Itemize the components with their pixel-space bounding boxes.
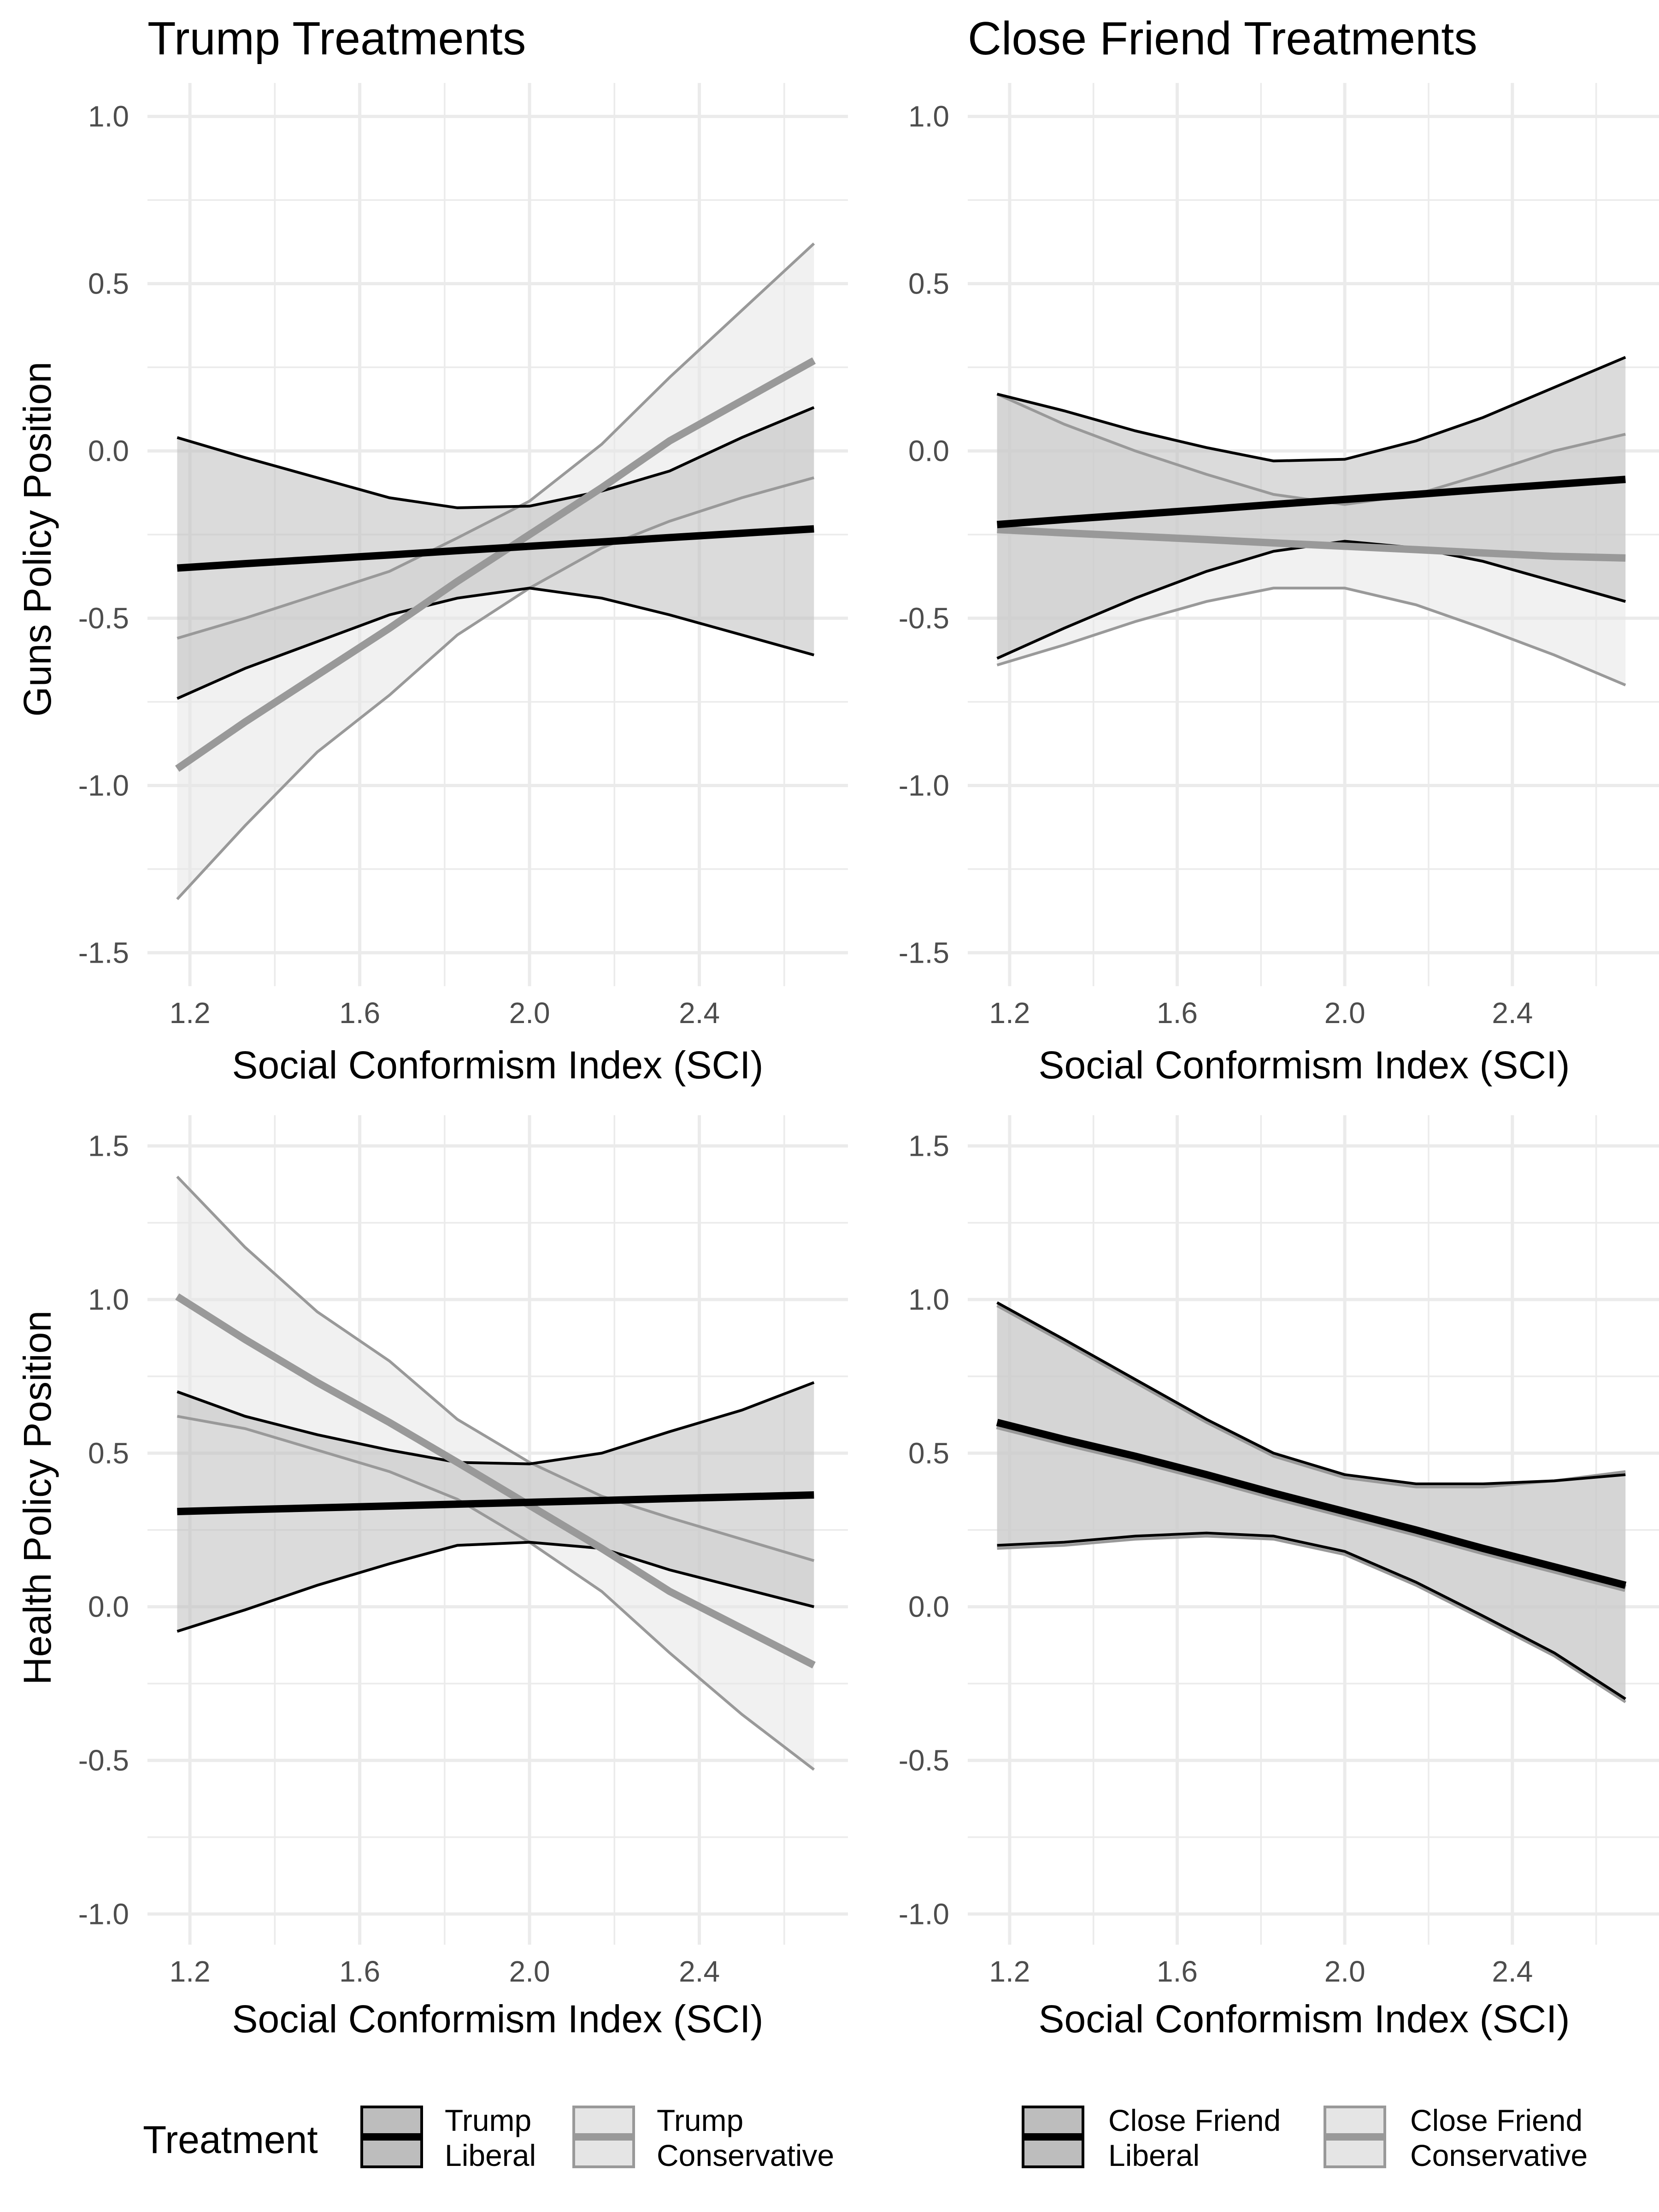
y-axis-label-guns: Guns Policy Position — [16, 362, 59, 717]
y-tick-label: 0.0 — [88, 435, 129, 468]
legend-close-friend: Close Friend Liberal Close Friend Conser… — [1022, 2103, 1588, 2172]
y-tick-label: 0.0 — [908, 1590, 949, 1624]
panel-friend-guns: 1.0 0.5 0.0 -0.5 -1.0 -1.5 1.2 1.6 2.0 2.4 — [899, 83, 1659, 1030]
series-line-trump-health-liberal — [177, 1491, 814, 1515]
x-tick-label: 2.0 — [509, 996, 550, 1030]
x-tick-label: 2.0 — [509, 1955, 550, 1988]
x-axis-label-health-trump: Social Conformism Index (SCI) — [232, 1997, 764, 2041]
legend-key-trump-liberal — [360, 2106, 423, 2168]
y-tick-label: -0.5 — [78, 1744, 129, 1777]
panel-trump-guns: 1.0 0.5 0.0 -0.5 -1.0 -1.5 1.2 1.6 2.0 2.4 — [78, 83, 848, 1030]
y-tick-label: -1.5 — [899, 936, 949, 969]
y-tick-label: 0.0 — [88, 1590, 129, 1624]
ribbon-trump-health-liberal — [177, 1382, 814, 1631]
y-tick-label: 1.5 — [88, 1130, 129, 1163]
x-tick-label: 1.6 — [1157, 996, 1198, 1030]
series-line-trump-health-conservative — [175, 1293, 816, 1669]
ci-upper-trump-guns-liberal — [176, 406, 815, 509]
ci-lower-friend-guns-conservative — [996, 587, 1626, 687]
y-tick-label: 0.5 — [908, 1436, 949, 1470]
x-axis-label-health-friend: Social Conformism Index (SCI) — [1039, 1997, 1570, 2041]
legend-key-friend-conservative — [1324, 2106, 1386, 2168]
y-tick-label: -1.5 — [78, 936, 129, 969]
y-tick-label: 1.0 — [908, 1283, 949, 1316]
ci-upper-friend-guns-liberal — [996, 356, 1626, 463]
y-tick-label: 1.5 — [908, 1130, 949, 1163]
legend-label-friend-conservative-line1: Close Friend — [1410, 2103, 1583, 2137]
x-tick-label: 1.6 — [339, 1955, 380, 1988]
x-axis-label-guns-friend: Social Conformism Index (SCI) — [1039, 1043, 1570, 1087]
y-tick-label: -1.0 — [78, 769, 129, 802]
x-tick-label: 1.6 — [1157, 1955, 1198, 1988]
panel-trump-health: 1.5 1.0 0.5 0.0 -0.5 -1.0 1.2 1.6 2.0 2.4 — [78, 1115, 848, 1988]
ci-lower-friend-health-conservative — [997, 1535, 1626, 1703]
ci-upper-trump-guns-conservative — [176, 242, 815, 640]
y-tick-label: -1.0 — [899, 1897, 949, 1930]
title-trump-treatments: Trump Treatments — [147, 13, 526, 65]
legend-key-friend-liberal — [1022, 2106, 1084, 2168]
legend-label-friend-liberal-line1: Close Friend — [1108, 2103, 1281, 2137]
panel-friend-health: 1.5 1.0 0.5 0.0 -0.5 -1.0 1.2 1.6 2.0 2.4 — [899, 1115, 1659, 1988]
y-tick-label: 0.5 — [908, 267, 949, 300]
y-tick-label: 0.5 — [88, 1436, 129, 1470]
y-tick-label: -0.5 — [899, 1744, 949, 1777]
x-tick-label: 2.4 — [1492, 996, 1533, 1030]
series-line-friend-guns-conservative — [997, 526, 1626, 562]
ribbon-friend-guns-liberal — [997, 357, 1626, 659]
ci-lower-friend-health-liberal — [997, 1531, 1626, 1700]
legend-label-friend-conservative-line2: Conservative — [1410, 2138, 1588, 2172]
series-line-trump-guns-liberal — [176, 525, 814, 572]
y-tick-label: -0.5 — [78, 601, 129, 635]
ci-upper-friend-health-conservative — [996, 1304, 1626, 1488]
x-tick-label: 1.2 — [170, 996, 211, 1030]
ci-upper-friend-health-liberal — [996, 1301, 1626, 1485]
legend-label-trump-liberal-line2: Liberal — [445, 2138, 536, 2172]
y-tick-label: 1.0 — [908, 100, 949, 133]
x-axis-label-guns-trump: Social Conformism Index (SCI) — [232, 1043, 764, 1087]
legend-label-friend-liberal-line2: Liberal — [1108, 2138, 1200, 2172]
series-line-friend-health-liberal — [996, 1418, 1627, 1589]
ci-upper-trump-health-conservative — [176, 1176, 815, 1562]
title-close-friend-treatments: Close Friend Treatments — [968, 13, 1477, 65]
legend-label-trump-conservative-line1: Trump — [657, 2103, 743, 2137]
x-tick-label: 2.0 — [1324, 996, 1365, 1030]
y-tick-label: -1.0 — [78, 1897, 129, 1930]
y-tick-label: 1.0 — [88, 100, 129, 133]
x-tick-label: 2.4 — [679, 996, 720, 1030]
ci-lower-trump-health-conservative — [176, 1415, 815, 1771]
y-tick-label: 1.0 — [88, 1283, 129, 1316]
legend-label-trump-conservative-line2: Conservative — [657, 2138, 834, 2172]
legend-trump: Treatment Trump Liberal Trump Conservati… — [143, 2103, 834, 2172]
y-tick-label: 0.5 — [88, 267, 129, 300]
ci-upper-trump-health-liberal — [176, 1381, 815, 1465]
legend-key-trump-conservative — [572, 2106, 635, 2168]
ci-lower-trump-guns-conservative — [176, 476, 815, 900]
y-tick-label: -0.5 — [899, 601, 949, 635]
x-tick-label: 1.6 — [339, 996, 380, 1030]
legend-label-trump-liberal-line1: Trump — [445, 2103, 531, 2137]
x-tick-label: 1.2 — [170, 1955, 211, 1988]
series-line-trump-guns-conservative — [175, 357, 816, 772]
y-axis-label-health: Health Policy Position — [16, 1311, 59, 1685]
y-tick-label: -1.0 — [899, 769, 949, 802]
x-tick-label: 1.2 — [989, 1955, 1030, 1988]
legend-title: Treatment — [143, 2118, 318, 2161]
ci-lower-trump-guns-liberal — [176, 587, 815, 700]
ci-lower-trump-health-liberal — [176, 1541, 815, 1633]
series-line-friend-guns-liberal — [997, 476, 1626, 529]
y-tick-label: 0.0 — [908, 435, 949, 468]
x-tick-label: 1.2 — [989, 996, 1030, 1030]
x-tick-label: 2.4 — [679, 1955, 720, 1988]
x-tick-label: 2.0 — [1324, 1955, 1365, 1988]
x-tick-label: 2.4 — [1492, 1955, 1533, 1988]
